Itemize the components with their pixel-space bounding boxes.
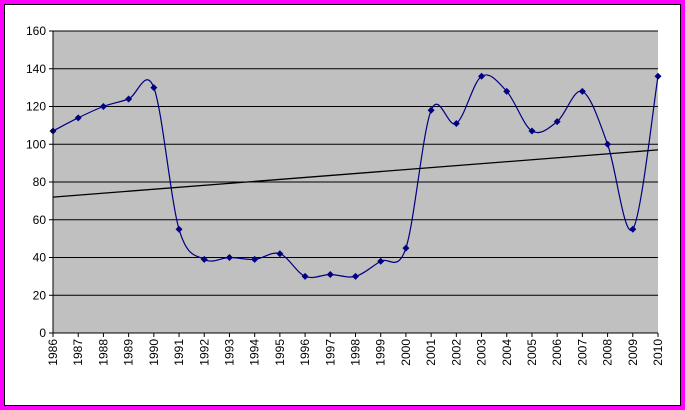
series-line bbox=[52, 74, 659, 279]
data-point-2000 bbox=[402, 244, 410, 252]
x-tick-label-2010: 2010 bbox=[651, 339, 665, 366]
y-axis-tick-labels: 0 20 40 60 80 100 120 140 160 bbox=[26, 24, 46, 340]
y-tick-label-0: 0 bbox=[39, 326, 46, 340]
data-point-1990 bbox=[150, 84, 158, 92]
y-tick-label-160: 160 bbox=[26, 24, 46, 38]
x-tick-label-2006: 2006 bbox=[550, 339, 564, 366]
trendline bbox=[52, 149, 659, 198]
x-tick-label-1991: 1991 bbox=[172, 339, 186, 366]
x-tick-label-1986: 1986 bbox=[46, 339, 60, 366]
data-point-2002 bbox=[452, 119, 460, 127]
data-point-1995 bbox=[276, 250, 284, 258]
x-tick-label-1998: 1998 bbox=[349, 339, 363, 366]
x-tick-label-2005: 2005 bbox=[525, 339, 539, 366]
x-tick-label-2007: 2007 bbox=[575, 339, 589, 366]
y-tick-label-100: 100 bbox=[26, 137, 46, 151]
data-point-2010 bbox=[654, 72, 662, 80]
x-tick-label-1993: 1993 bbox=[222, 339, 236, 366]
x-tick-label-1990: 1990 bbox=[147, 339, 161, 366]
x-tick-label-1994: 1994 bbox=[248, 339, 262, 366]
data-point-2007 bbox=[578, 87, 586, 95]
x-tick-label-1989: 1989 bbox=[122, 339, 136, 366]
data-point-1987 bbox=[74, 114, 82, 122]
data-point-2008 bbox=[604, 140, 612, 148]
y-tick-label-20: 20 bbox=[33, 288, 47, 302]
data-point-1994 bbox=[251, 255, 259, 263]
data-point-1992 bbox=[200, 255, 208, 263]
y-tick-label-80: 80 bbox=[33, 175, 47, 189]
x-axis-tick-labels: 1986 1987 1988 1989 1990 1991 1992 1993 1994 1995… bbox=[46, 333, 665, 366]
data-point-1993 bbox=[225, 254, 233, 261]
data-point-2004 bbox=[503, 87, 511, 95]
y-tick-label-60: 60 bbox=[33, 213, 47, 227]
y-tick-label-140: 140 bbox=[26, 62, 46, 76]
x-tick-label-1992: 1992 bbox=[197, 339, 211, 366]
data-point-1991 bbox=[175, 225, 183, 233]
x-tick-label-2009: 2009 bbox=[626, 339, 640, 366]
data-point-1989 bbox=[125, 95, 133, 103]
x-tick-label-1997: 1997 bbox=[323, 339, 337, 366]
data-point-1997 bbox=[326, 270, 334, 278]
x-tick-label-1988: 1988 bbox=[96, 339, 110, 366]
data-point-1988 bbox=[99, 103, 107, 110]
y-tick-label-40: 40 bbox=[33, 251, 47, 265]
x-tick-label-2008: 2008 bbox=[601, 339, 615, 366]
chart-frame: 0 20 40 60 80 100 120 140 160 1986 1987 1988 1989 19… bbox=[4, 4, 681, 406]
x-tick-label-2003: 2003 bbox=[475, 339, 489, 366]
data-point-2005 bbox=[528, 127, 536, 135]
series-markers bbox=[49, 72, 662, 280]
x-tick-label-2002: 2002 bbox=[449, 339, 463, 366]
data-point-2001 bbox=[427, 106, 435, 114]
x-tick-label-2001: 2001 bbox=[424, 339, 438, 366]
y-tick-label-120: 120 bbox=[26, 100, 46, 114]
x-tick-label-1996: 1996 bbox=[298, 339, 312, 366]
x-tick-label-1995: 1995 bbox=[273, 339, 287, 366]
data-point-1996 bbox=[301, 272, 309, 280]
data-point-2009 bbox=[629, 225, 637, 233]
x-tick-label-2000: 2000 bbox=[399, 339, 413, 366]
x-tick-label-1999: 1999 bbox=[374, 339, 388, 366]
data-point-2003 bbox=[478, 72, 486, 80]
data-point-1999 bbox=[377, 257, 385, 265]
x-tick-label-2004: 2004 bbox=[500, 339, 514, 366]
data-point-2006 bbox=[553, 118, 561, 126]
data-point-1998 bbox=[352, 272, 359, 280]
x-tick-label-1987: 1987 bbox=[71, 339, 85, 366]
